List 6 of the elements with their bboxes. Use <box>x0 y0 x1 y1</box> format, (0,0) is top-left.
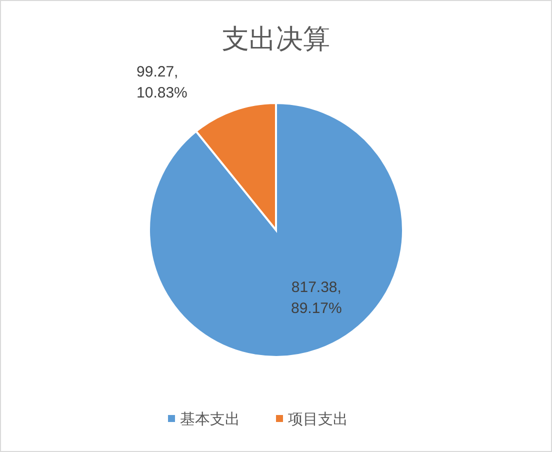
legend-label: 基本支出 <box>180 411 240 428</box>
data-label: 817.38, 89.17% <box>290 278 342 317</box>
data-label: 99.27, 10.83% <box>136 63 188 102</box>
legend-label: 项目支出 <box>288 411 348 428</box>
pie-slice <box>148 102 404 358</box>
chart-title: 支出决算 <box>222 24 330 54</box>
